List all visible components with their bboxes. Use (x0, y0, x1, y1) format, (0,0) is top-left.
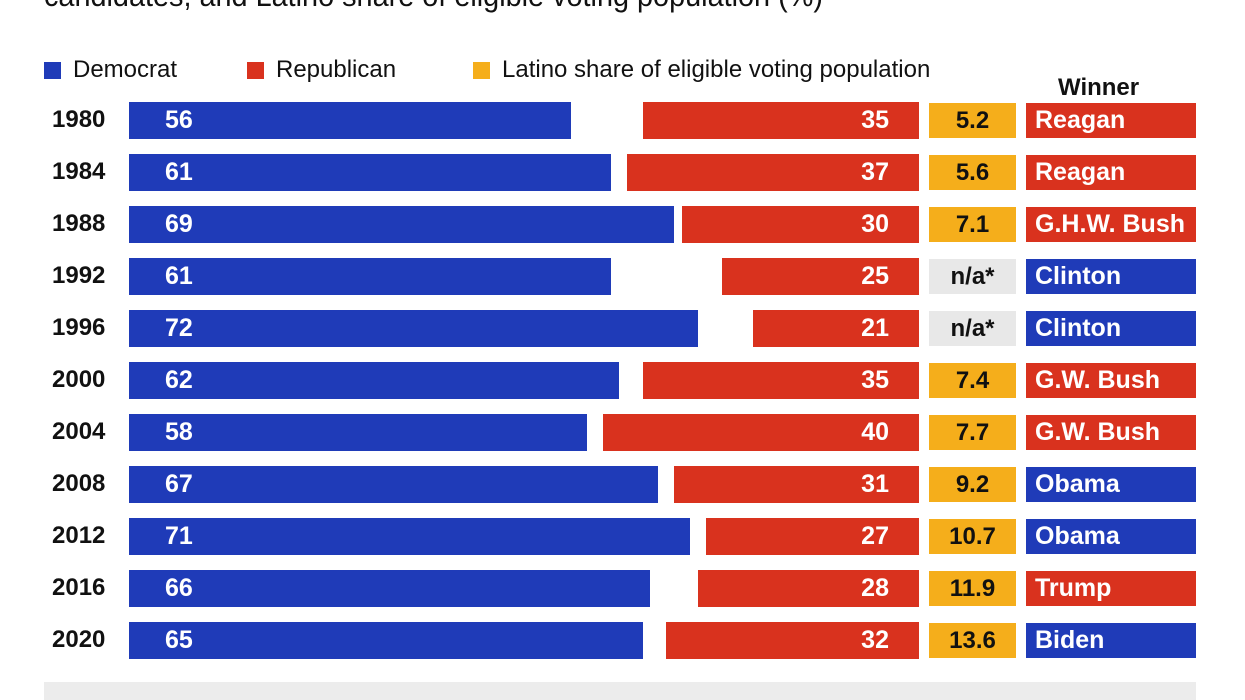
republican-bar: 30 (682, 206, 919, 243)
winner-header: Winner (1058, 74, 1140, 101)
winner-box: Obama (1026, 467, 1196, 502)
year-label: 2000 (52, 366, 106, 393)
latino-share-box: n/a* (929, 259, 1016, 294)
latino-share-box: 5.6 (929, 155, 1016, 190)
republican-bar: 40 (603, 414, 919, 451)
latino-share-box: 7.1 (929, 207, 1016, 242)
legend-swatch-republican (247, 61, 264, 79)
democrat-bar: 67 (129, 466, 659, 503)
democrat-bar: 58 (129, 414, 588, 451)
year-label: 2008 (52, 470, 106, 497)
winner-box: Clinton (1026, 259, 1196, 294)
democrat-bar: 72 (129, 310, 698, 347)
latino-share-box: n/a* (929, 311, 1016, 346)
latino-share-box: 5.2 (929, 103, 1016, 138)
democrat-bar: 61 (129, 154, 611, 191)
legend-swatch-latino (473, 61, 490, 79)
year-label: 2004 (52, 418, 106, 445)
legend-label: Democrat (73, 56, 178, 83)
latino-share-box: 7.7 (929, 415, 1016, 450)
republican-bar: 27 (705, 518, 919, 555)
winner-box: Reagan (1026, 155, 1196, 190)
legend-label: Latino share of eligible voting populati… (502, 56, 931, 83)
republican-bar: 25 (721, 258, 919, 295)
winner-box: G.W. Bush (1026, 363, 1196, 398)
republican-bar: 21 (753, 310, 919, 347)
republican-bar: 35 (642, 362, 919, 399)
legend-republican: Republican (247, 56, 396, 84)
winner-box: G.W. Bush (1026, 415, 1196, 450)
legend-label: Republican (276, 56, 397, 83)
legend-latino: Latino share of eligible voting populati… (473, 56, 930, 84)
year-label: 1988 (52, 210, 106, 237)
year-label: 2012 (52, 522, 106, 549)
legend-swatch-democrat (44, 61, 61, 79)
latino-share-box: 9.2 (929, 467, 1016, 502)
latino-share-box: 13.6 (929, 623, 1016, 658)
winner-box: Biden (1026, 623, 1196, 658)
year-label: 1980 (52, 106, 106, 133)
democrat-bar: 69 (129, 206, 675, 243)
democrat-bar: 66 (129, 570, 651, 607)
winner-box: Clinton (1026, 311, 1196, 346)
year-label: 2016 (52, 574, 106, 601)
democrat-bar: 65 (129, 622, 643, 659)
winner-box: G.H.W. Bush (1026, 207, 1196, 242)
legend-democrat: Democrat (44, 56, 177, 84)
year-label: 1996 (52, 314, 106, 341)
democrat-bar: 56 (129, 102, 572, 139)
democrat-bar: 62 (129, 362, 619, 399)
winner-box: Reagan (1026, 103, 1196, 138)
republican-bar: 28 (697, 570, 919, 607)
footer-panel (44, 682, 1196, 700)
democrat-bar: 71 (129, 518, 690, 555)
republican-bar: 37 (626, 154, 919, 191)
year-label: 2020 (52, 626, 106, 653)
winner-box: Obama (1026, 519, 1196, 554)
latino-share-box: 10.7 (929, 519, 1016, 554)
year-label: 1984 (52, 158, 106, 185)
republican-bar: 31 (674, 466, 919, 503)
latino-share-box: 11.9 (929, 571, 1016, 606)
republican-bar: 32 (666, 622, 919, 659)
latino-share-box: 7.4 (929, 363, 1016, 398)
chart-title: candidates, and Latino share of eligible… (44, 0, 823, 14)
winner-box: Trump (1026, 571, 1196, 606)
republican-bar: 35 (642, 102, 919, 139)
year-label: 1992 (52, 262, 106, 289)
democrat-bar: 61 (129, 258, 611, 295)
